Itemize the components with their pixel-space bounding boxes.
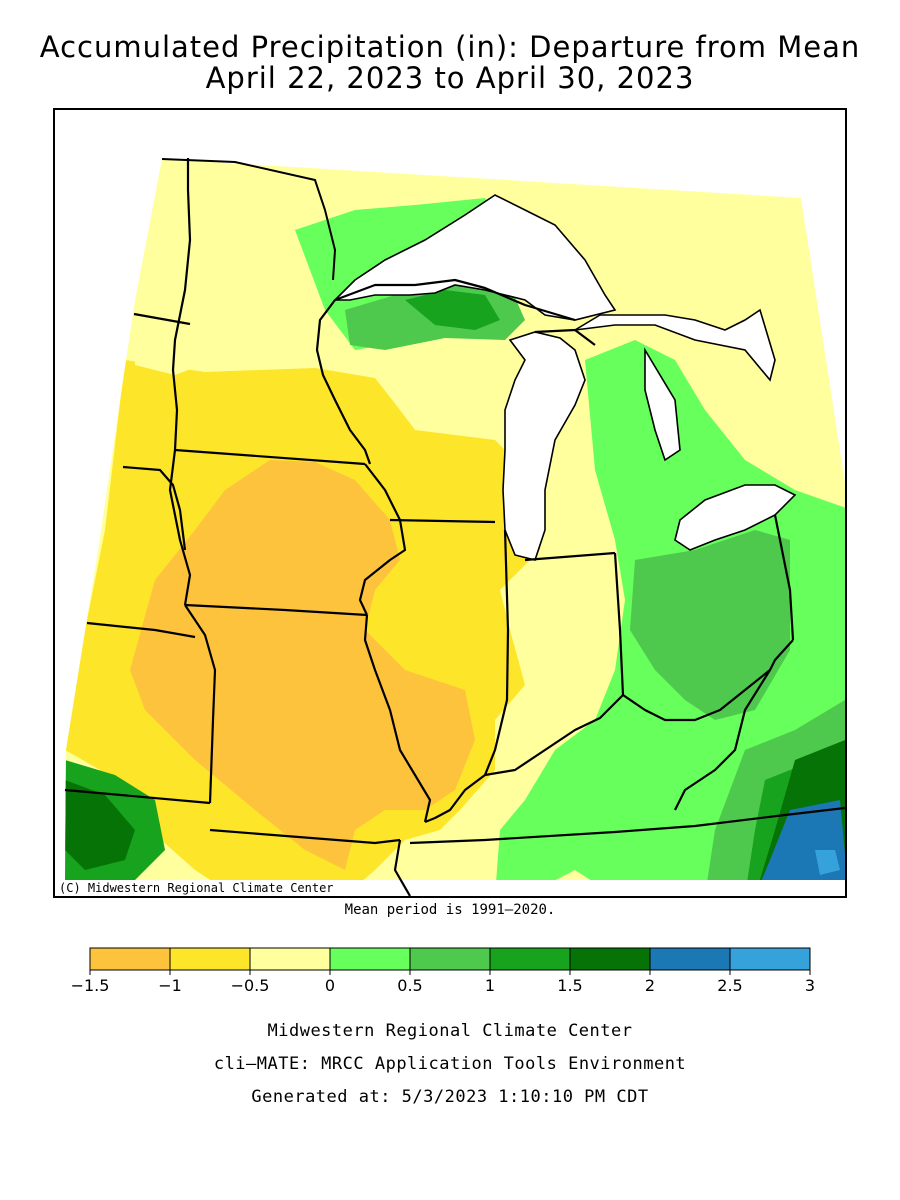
legend-tick-label: 1.5 — [557, 976, 582, 995]
lake-michigan — [502, 331, 586, 561]
legend-tick-label: 0 — [325, 976, 335, 995]
fill-near-normal-west — [134, 159, 335, 375]
map-canvas — [64, 158, 845, 896]
boundary-ks-ok — [64, 788, 211, 805]
boundary-nd-mn — [171, 158, 192, 451]
boundary-oh-ky — [622, 669, 771, 722]
legend-bin — [89, 947, 171, 971]
legend-bin — [489, 947, 571, 971]
boundary-ia-il — [358, 463, 407, 616]
great-lakes — [333, 194, 797, 561]
legend-bin — [409, 947, 491, 971]
fill-wet-extreme-core — [815, 850, 840, 875]
legend-bins — [89, 947, 811, 971]
lake-huron — [574, 308, 776, 382]
state-boundaries — [64, 158, 845, 896]
boundary-wi-il — [389, 518, 496, 524]
domain-outline-path — [161, 158, 337, 281]
legend-tick-label: 2.5 — [717, 976, 742, 995]
legend-tick-label: −0.5 — [231, 976, 270, 995]
boundary-mo-ar — [209, 828, 401, 845]
precipitation-map: (C) Midwestern Regional Climate Center — [53, 108, 847, 898]
legend-tick-label: 3 — [805, 976, 815, 995]
legend-tick-label: −1 — [158, 976, 182, 995]
copyright-label: (C) Midwestern Regional Climate Center — [55, 880, 338, 896]
legend-bin — [729, 947, 811, 971]
boundary-in-mi — [524, 551, 616, 562]
boundary-ky-wv — [674, 669, 771, 811]
legend-bin — [649, 947, 731, 971]
boundary-il-in — [483, 529, 510, 776]
legend-tick-label: 2 — [645, 976, 655, 995]
legend-tick-label: 1 — [485, 976, 495, 995]
boundary-in-ky — [484, 694, 624, 777]
mean-period-note: Mean period is 1991–2020. — [344, 902, 556, 918]
fill-severe-dry — [130, 460, 475, 870]
fill-wet-moderate-east — [630, 530, 790, 720]
boundary-oh-wv — [769, 639, 794, 671]
legend-tick-label: −1.5 — [71, 976, 110, 995]
legend-bin — [249, 947, 331, 971]
boundary-mi-lower-north — [534, 328, 596, 346]
legend-bin — [169, 947, 251, 971]
boundary-nd-sd — [133, 312, 191, 326]
boundary-mo-west — [184, 604, 217, 804]
footer-application: cli–MATE: MRCC Application Tools Environ… — [213, 1054, 687, 1074]
legend-bin — [569, 947, 651, 971]
legend-tick-labels: −1.5 −1 −0.5 0 0.5 1 1.5 2 2.5 3 — [71, 970, 815, 995]
lake-superior — [333, 194, 617, 321]
boundary-ia-west — [168, 449, 192, 606]
boundary-mo-il — [363, 614, 432, 823]
domain-outline — [161, 158, 337, 281]
boundary-il-ky — [424, 774, 486, 824]
boundary-ia-mo — [184, 603, 368, 617]
boundary-mn-wi — [315, 299, 372, 465]
fill-wet-veryheavy-southwest — [65, 780, 135, 870]
boundary-mo-bootheel — [393, 839, 411, 896]
legend-tick-label: 0.5 — [397, 976, 422, 995]
boundary-in-oh — [613, 552, 625, 696]
fill-wet-heavy-upper — [405, 290, 500, 330]
lake-huron-east — [644, 347, 681, 462]
boundary-sd-ne — [122, 465, 187, 551]
map-title: Accumulated Precipitation (in): Departur… — [39, 30, 861, 64]
legend-bin — [329, 947, 411, 971]
map-date-range: April 22, 2023 to April 30, 2023 — [205, 61, 695, 95]
footer-organization: Midwestern Regional Climate Center — [267, 1021, 633, 1041]
color-legend: −1.5 −1 −0.5 0 0.5 1 1.5 2 2.5 3 — [71, 947, 815, 995]
footer-generated-at: Generated at: 5/3/2023 1:10:10 PM CDT — [251, 1087, 649, 1107]
boundary-mi-upper — [334, 278, 576, 322]
boundary-oh-pa — [773, 514, 795, 641]
boundary-mn-ia — [174, 448, 366, 466]
boundary-ne-ks — [86, 621, 196, 639]
boundary-ky-tn — [409, 806, 845, 845]
